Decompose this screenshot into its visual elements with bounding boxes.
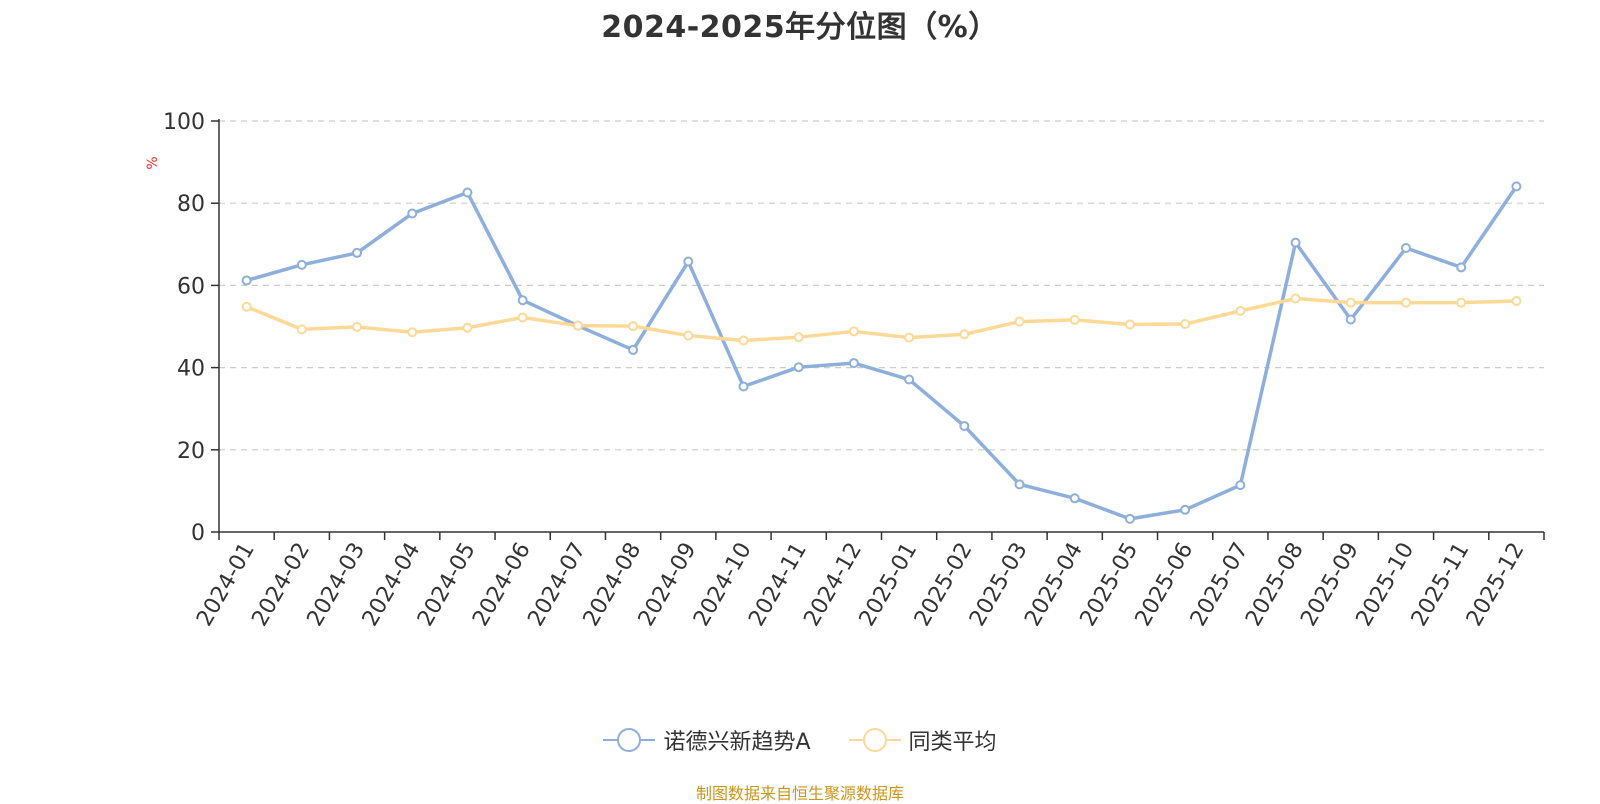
x-tick-labels: 2024-012024-022024-032024-042024-052024-…	[192, 539, 1529, 631]
series-1-point	[904, 374, 915, 385]
series-2-line	[244, 296, 1519, 343]
series-1-point	[683, 256, 694, 267]
legend-marker-icon	[848, 728, 901, 752]
y-tick-label: 80	[177, 192, 205, 217]
series-1-point	[1180, 504, 1191, 515]
series-2-point	[1235, 305, 1246, 316]
series-1-point	[1069, 493, 1080, 504]
y-tick-label: 0	[191, 521, 205, 546]
series-2-point	[1456, 297, 1467, 308]
series-2-point	[1400, 297, 1411, 308]
series-2-point	[1290, 293, 1301, 304]
series-2-point	[407, 327, 418, 338]
series-2-point	[572, 320, 583, 331]
grid-lines	[219, 120, 1544, 451]
series-1-point	[1456, 262, 1467, 273]
series-2-point	[1014, 316, 1025, 327]
series-1-point	[738, 381, 749, 392]
series-2-point	[296, 324, 307, 335]
y-tick-label: 20	[177, 439, 205, 464]
series-2-point	[1124, 319, 1135, 330]
legend-label: 诺德兴新趋势A	[663, 730, 811, 755]
series-2-point	[1511, 296, 1522, 307]
series-1-point	[1345, 314, 1356, 325]
y-axis-unit-label: %	[145, 156, 161, 169]
series-1-point	[296, 259, 307, 270]
chart-title: 2024-2025年分位图（%）	[601, 10, 999, 45]
series-1-point	[848, 358, 859, 369]
series-1-point	[1290, 237, 1301, 248]
series-1-point	[462, 187, 473, 198]
series-1-point	[1014, 479, 1025, 490]
y-tick-label: 60	[177, 274, 205, 299]
axes: 0 20 40 60 80 100	[163, 110, 1545, 546]
legend-marker-icon	[603, 728, 656, 752]
series-1-point	[1124, 513, 1135, 524]
series-2-point	[1345, 297, 1356, 308]
series-2-point	[959, 329, 970, 340]
series-1-line	[244, 184, 1519, 521]
legend-item-series-1[interactable]: 诺德兴新趋势A	[603, 724, 811, 756]
series-2-point	[462, 322, 473, 333]
series-2-point	[793, 332, 804, 343]
y-tick-label: 40	[177, 357, 205, 382]
series-2-point	[738, 335, 749, 346]
source-note: 制图数据来自恒生聚源数据库	[695, 784, 904, 803]
series-2-point	[683, 330, 694, 341]
series-1-point	[793, 362, 804, 373]
legend-item-series-2[interactable]: 同类平均	[848, 724, 997, 756]
series-2-point	[352, 321, 363, 332]
series-lines	[241, 181, 1522, 524]
series-1-point	[517, 295, 528, 306]
y-tick-label: 100	[163, 110, 205, 135]
legend-label: 同类平均	[908, 730, 997, 755]
series-2-point	[1180, 319, 1191, 330]
series-1-point	[628, 344, 639, 355]
series-1-point	[1400, 242, 1411, 253]
series-2-point	[517, 312, 528, 323]
series-2-point	[628, 321, 639, 332]
series-1-point	[407, 208, 418, 219]
series-1-point	[352, 247, 363, 258]
legend: 诺德兴新趋势A 同类平均	[0, 722, 1600, 758]
series-1-point	[241, 275, 252, 286]
series-2-point	[904, 332, 915, 343]
series-1-point	[1235, 480, 1246, 491]
series-1-point	[959, 420, 970, 431]
series-2-point	[241, 301, 252, 312]
series-2-point	[1069, 314, 1080, 325]
series-2-point	[848, 326, 859, 337]
series-1-point	[1511, 181, 1522, 192]
